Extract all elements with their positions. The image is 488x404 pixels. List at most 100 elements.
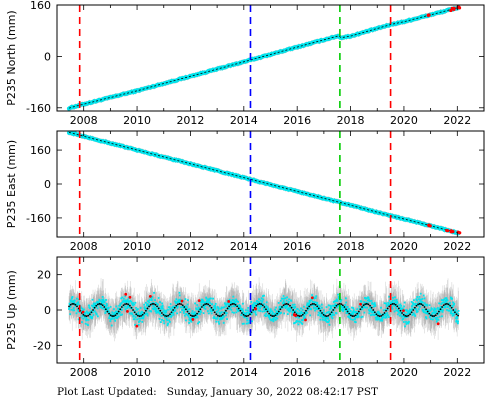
data-point xyxy=(157,297,160,299)
data-point xyxy=(114,319,117,322)
data-point xyxy=(77,301,80,304)
data-point xyxy=(84,311,87,314)
data-point xyxy=(91,315,94,318)
data-point xyxy=(187,299,189,302)
data-point xyxy=(225,314,227,317)
data-point xyxy=(186,303,189,306)
data-point xyxy=(220,311,223,314)
data-point xyxy=(137,311,140,314)
data-point xyxy=(159,301,161,303)
data-layer xyxy=(66,5,462,111)
data-point xyxy=(148,299,151,301)
data-point xyxy=(176,312,178,315)
data-point xyxy=(190,316,193,319)
data-point xyxy=(131,313,134,316)
data-point xyxy=(184,308,186,311)
data-point xyxy=(101,296,104,298)
data-point xyxy=(239,305,242,308)
data-point xyxy=(70,308,73,311)
data-point xyxy=(188,322,191,324)
data-point xyxy=(109,305,112,308)
data-point xyxy=(203,307,206,309)
data-point xyxy=(214,307,217,310)
data-point xyxy=(195,308,198,311)
data-point xyxy=(76,308,79,311)
data-point xyxy=(205,297,208,300)
data-point xyxy=(94,303,97,306)
data-point xyxy=(120,309,123,311)
data-point xyxy=(153,291,155,294)
data-point xyxy=(154,309,157,312)
data-point xyxy=(116,316,119,319)
data-point xyxy=(178,291,181,294)
data-point xyxy=(215,320,218,323)
data-point xyxy=(219,318,222,321)
data-point xyxy=(186,306,188,309)
data-point xyxy=(133,303,136,306)
data-point xyxy=(92,314,95,316)
x-tick-label: 2008 xyxy=(70,240,98,253)
data-point xyxy=(152,304,155,307)
data-point xyxy=(121,296,124,299)
data-point xyxy=(92,306,95,308)
data-point xyxy=(193,312,196,315)
data-point xyxy=(162,310,165,313)
data-point xyxy=(88,304,90,307)
data-point xyxy=(140,311,142,314)
data-point xyxy=(242,315,245,318)
data-point xyxy=(144,301,147,304)
data-point xyxy=(77,298,80,301)
data-point xyxy=(114,310,117,313)
data-point xyxy=(184,298,187,300)
data-layer xyxy=(66,131,462,236)
data-point xyxy=(121,313,123,316)
data-point xyxy=(98,303,101,306)
data-point xyxy=(209,302,211,305)
data-point xyxy=(187,315,190,318)
data-point xyxy=(132,314,135,317)
data-point xyxy=(76,302,79,305)
data-point xyxy=(156,303,159,306)
data-point xyxy=(199,310,202,312)
data-point xyxy=(72,300,74,303)
outlier-point xyxy=(458,231,462,235)
data-point xyxy=(84,322,87,325)
data-point xyxy=(143,306,146,309)
data-point xyxy=(223,315,225,318)
data-point xyxy=(160,314,163,317)
data-point xyxy=(120,308,123,311)
data-point xyxy=(199,300,202,303)
data-point xyxy=(112,313,115,316)
data-point xyxy=(86,311,89,314)
data-point xyxy=(141,311,144,314)
data-point xyxy=(241,308,244,310)
data-point xyxy=(213,317,216,320)
data-point xyxy=(184,305,187,308)
data-point xyxy=(91,298,94,301)
data-point xyxy=(245,322,248,325)
data-point xyxy=(86,318,88,321)
data-point xyxy=(193,311,196,314)
data-point xyxy=(131,304,134,307)
data-point xyxy=(103,301,106,303)
data-point xyxy=(202,312,205,315)
data-point xyxy=(151,296,154,298)
data-point xyxy=(214,306,217,309)
data-point xyxy=(91,317,93,320)
data-point xyxy=(166,319,169,322)
data-point xyxy=(171,309,173,312)
data-point xyxy=(84,313,87,316)
data-point xyxy=(79,305,82,308)
data-point xyxy=(210,297,212,300)
data-point xyxy=(146,303,149,306)
data-point xyxy=(140,317,143,320)
data-point xyxy=(71,296,74,298)
data-point xyxy=(124,308,127,311)
data-point xyxy=(123,300,126,303)
data-point xyxy=(108,313,111,316)
data-point xyxy=(194,316,197,319)
data-point xyxy=(206,301,209,304)
data-point xyxy=(247,311,250,314)
data-point xyxy=(198,321,201,323)
data-point xyxy=(101,298,104,301)
